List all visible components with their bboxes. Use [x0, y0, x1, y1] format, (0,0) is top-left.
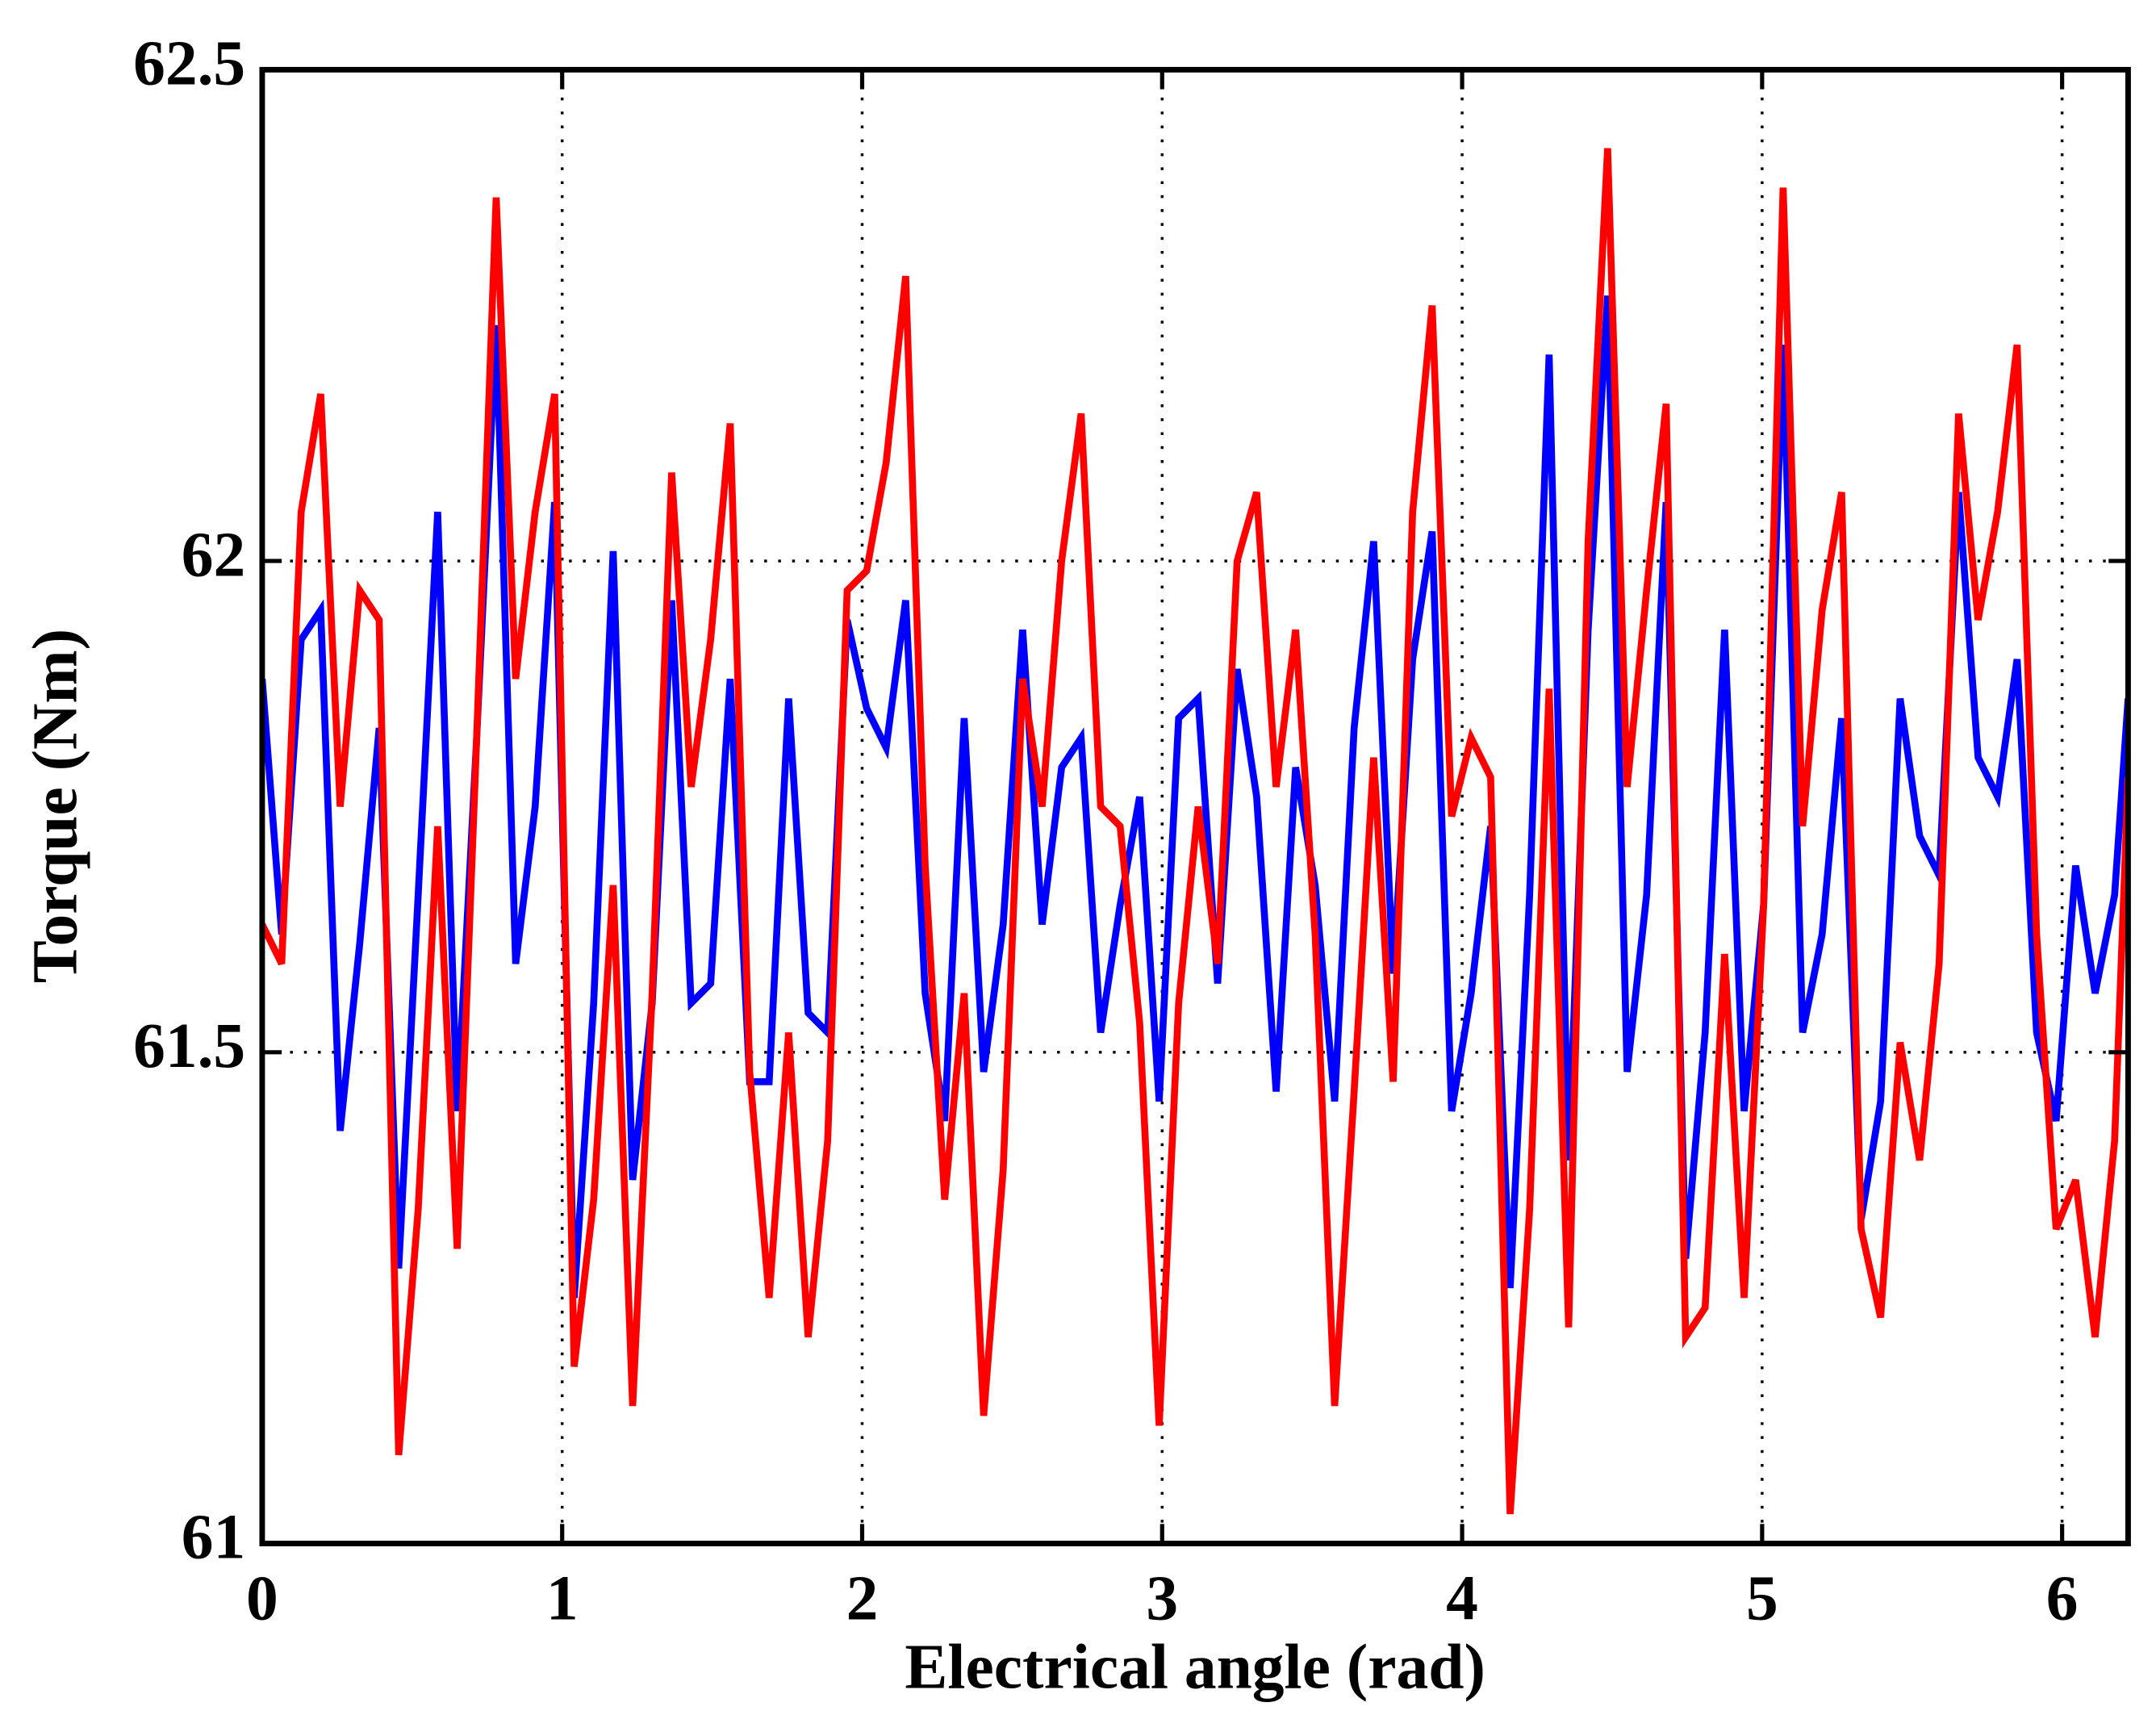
x-axis-label: Electrical angle (rad) [905, 1631, 1485, 1702]
y-tick-label: 61 [182, 1502, 245, 1573]
y-tick-label: 62.5 [133, 28, 245, 99]
data-line [261, 148, 2129, 1515]
y-tick-label: 61.5 [133, 1010, 245, 1081]
y-tick-label: 62 [182, 519, 245, 590]
x-tick-label: 6 [2046, 1563, 2079, 1634]
plot-lines [261, 148, 2129, 1515]
x-tick-label: 0 [246, 1563, 278, 1634]
axes: 0 1 2 3 4 5 6 61 61.5 62 62.5 [133, 28, 2131, 1634]
x-tick-label: 1 [546, 1563, 579, 1634]
x-tick-label: 3 [1146, 1563, 1178, 1634]
plot-frame [259, 66, 2131, 1546]
x-tick-label: 5 [1746, 1563, 1778, 1634]
y-axis-label: Torque (Nm) [19, 629, 90, 983]
x-tick-label: 2 [846, 1563, 879, 1634]
x-tick-label: 4 [1446, 1563, 1478, 1634]
